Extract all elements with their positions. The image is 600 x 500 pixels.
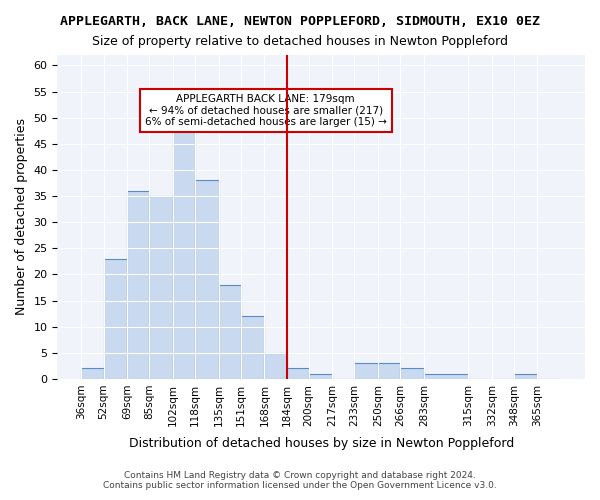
Text: Size of property relative to detached houses in Newton Poppleford: Size of property relative to detached ho… <box>92 35 508 48</box>
Bar <box>514 374 538 379</box>
X-axis label: Distribution of detached houses by size in Newton Poppleford: Distribution of detached houses by size … <box>128 437 514 450</box>
Bar <box>173 123 195 379</box>
Bar <box>241 316 265 379</box>
Y-axis label: Number of detached properties: Number of detached properties <box>15 118 28 316</box>
Bar <box>309 374 332 379</box>
Bar <box>149 196 173 379</box>
Bar <box>287 368 309 379</box>
Bar <box>400 368 424 379</box>
Bar <box>265 353 287 379</box>
Bar <box>195 180 218 379</box>
Bar <box>355 363 378 379</box>
Bar <box>424 374 468 379</box>
Text: Contains HM Land Registry data © Crown copyright and database right 2024.
Contai: Contains HM Land Registry data © Crown c… <box>103 470 497 490</box>
Bar <box>104 258 127 379</box>
Bar <box>127 191 149 379</box>
Bar <box>378 363 400 379</box>
Text: APPLEGARTH BACK LANE: 179sqm
← 94% of detached houses are smaller (217)
6% of se: APPLEGARTH BACK LANE: 179sqm ← 94% of de… <box>145 94 387 127</box>
Bar <box>82 368 104 379</box>
Text: APPLEGARTH, BACK LANE, NEWTON POPPLEFORD, SIDMOUTH, EX10 0EZ: APPLEGARTH, BACK LANE, NEWTON POPPLEFORD… <box>60 15 540 28</box>
Bar <box>218 285 241 379</box>
